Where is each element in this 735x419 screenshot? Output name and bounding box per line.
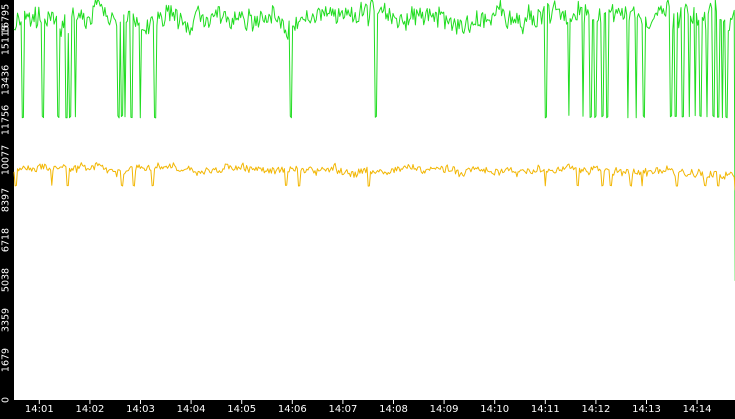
- series-layer: [13, 0, 735, 281]
- x-tick-label: 14:12: [581, 404, 610, 415]
- x-tick-label: 14:02: [75, 404, 104, 415]
- y-tick-label: 5038: [1, 268, 12, 292]
- y-tick-label: 16795: [1, 4, 12, 34]
- x-tick-label: 14:01: [25, 404, 54, 415]
- y-tick-label: 10077: [1, 145, 12, 175]
- series-line: [13, 0, 735, 281]
- x-tick-label: 14:10: [480, 404, 509, 415]
- x-tick-label: 14:13: [632, 404, 661, 415]
- y-tick-label: 15115: [1, 25, 12, 55]
- y-tick-label: 13436: [1, 65, 12, 95]
- x-tick-label: 14:08: [379, 404, 408, 415]
- x-tick-label: 14:14: [683, 404, 712, 415]
- x-tick-label: 14:06: [278, 404, 307, 415]
- x-tick-label: 14:03: [126, 404, 155, 415]
- y-tick-label: 6718: [1, 228, 12, 252]
- x-axis: 14:01 14:02 14:03 14:04 14:05 14:06 14:07 14:08…: [25, 400, 712, 415]
- x-tick-label: 14:05: [227, 404, 256, 415]
- y-tick-label: 0: [1, 397, 12, 403]
- y-tick-label: 3359: [1, 308, 12, 332]
- series-line: [13, 162, 735, 191]
- x-tick-label: 14:11: [531, 404, 560, 415]
- x-tick-label: 14:07: [328, 404, 357, 415]
- x-tick-label: 14:04: [177, 404, 206, 415]
- y-tick-label: 8397: [1, 188, 12, 212]
- y-tick-label: 1679: [1, 348, 12, 372]
- x-tick-label: 14:09: [430, 404, 459, 415]
- y-tick-label: 11756: [1, 105, 12, 135]
- y-axis: 0 1679 3359 5038 6718 8397 10077 11756 13436 1511…: [1, 4, 12, 403]
